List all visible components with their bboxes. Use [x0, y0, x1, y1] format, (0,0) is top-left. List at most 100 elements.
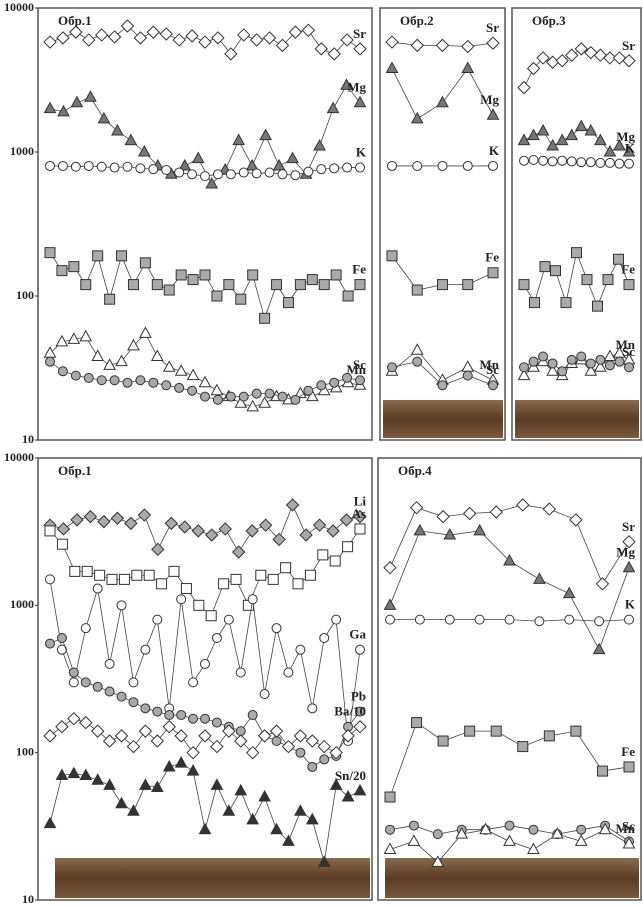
marker — [412, 160, 423, 171]
marker — [56, 644, 67, 655]
marker — [148, 164, 159, 175]
marker — [489, 505, 503, 519]
marker — [592, 642, 606, 655]
marker — [83, 160, 94, 171]
marker — [90, 724, 105, 738]
marker — [317, 549, 329, 561]
marker — [174, 382, 185, 393]
marker — [104, 658, 115, 669]
marker — [174, 167, 185, 178]
marker — [68, 677, 79, 688]
marker — [79, 768, 93, 780]
marker — [211, 633, 222, 644]
marker — [92, 681, 103, 692]
marker — [200, 713, 210, 724]
marker — [539, 261, 551, 273]
marker — [622, 560, 636, 573]
marker — [163, 284, 175, 296]
marker — [67, 712, 81, 726]
marker — [79, 329, 93, 342]
marker — [56, 633, 67, 644]
y-tick-label: 1000 — [10, 144, 34, 158]
marker — [384, 791, 396, 803]
marker — [303, 166, 314, 177]
panel-frame — [511, 7, 642, 441]
marker — [306, 274, 318, 286]
marker — [280, 562, 292, 574]
series-label: Mg — [616, 129, 635, 144]
marker — [555, 54, 569, 68]
marker — [232, 133, 246, 146]
series-label: Sr — [353, 26, 366, 41]
marker — [594, 360, 607, 372]
marker — [517, 80, 531, 95]
marker — [43, 729, 57, 743]
marker — [56, 31, 70, 45]
marker — [385, 61, 399, 74]
marker — [283, 667, 294, 678]
core-photo — [55, 858, 370, 898]
marker — [143, 569, 155, 581]
marker — [102, 734, 117, 748]
marker — [135, 375, 146, 386]
marker — [139, 326, 152, 338]
marker — [81, 565, 93, 577]
marker — [164, 710, 175, 721]
marker — [277, 391, 288, 402]
marker — [595, 354, 606, 365]
marker — [44, 525, 56, 537]
marker — [139, 257, 151, 269]
marker — [353, 720, 367, 734]
marker — [342, 162, 353, 173]
marker — [329, 745, 343, 760]
marker — [128, 697, 139, 708]
marker — [292, 578, 304, 590]
panel-frame — [37, 457, 373, 901]
marker — [116, 691, 127, 702]
marker — [550, 827, 564, 839]
marker — [110, 511, 125, 525]
marker — [437, 380, 448, 391]
marker — [193, 599, 205, 611]
marker — [122, 161, 133, 172]
marker — [543, 730, 555, 742]
marker — [355, 162, 365, 173]
marker — [55, 720, 69, 734]
marker — [186, 745, 200, 760]
marker — [623, 761, 635, 773]
marker — [488, 380, 498, 391]
marker — [211, 717, 222, 728]
marker — [435, 38, 450, 53]
marker — [199, 269, 211, 281]
marker — [106, 573, 118, 585]
marker — [152, 706, 163, 717]
marker — [312, 518, 327, 532]
marker — [57, 104, 70, 117]
series-label: K — [356, 145, 367, 160]
marker — [436, 509, 450, 524]
marker — [528, 824, 539, 835]
marker — [431, 855, 445, 867]
marker — [164, 516, 179, 531]
marker — [174, 729, 188, 743]
marker — [353, 509, 367, 524]
series-line — [49, 84, 361, 185]
marker — [566, 156, 577, 167]
series-label: Sc — [486, 362, 499, 377]
marker — [70, 370, 81, 381]
marker — [57, 366, 68, 377]
marker — [622, 144, 636, 157]
marker — [267, 573, 279, 585]
marker — [56, 265, 68, 277]
series-label: Sr — [622, 519, 635, 534]
marker — [411, 717, 423, 729]
series-line — [389, 530, 630, 651]
marker — [282, 834, 295, 846]
marker — [271, 736, 282, 747]
marker — [330, 269, 342, 281]
marker — [528, 154, 539, 165]
marker — [245, 745, 260, 760]
series-label: Fe — [352, 262, 366, 277]
